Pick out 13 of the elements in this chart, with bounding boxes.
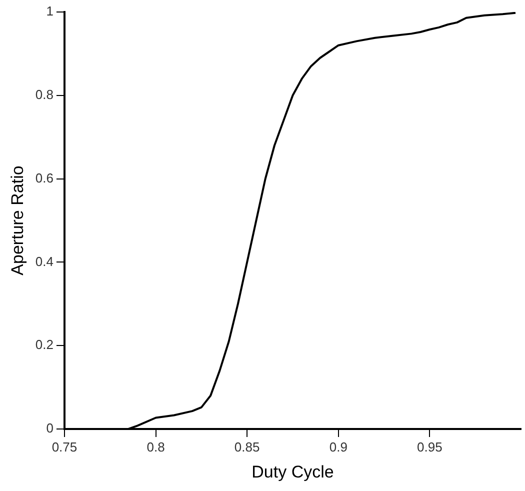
y-tick-label: 0.6 [35, 170, 54, 186]
x-axis-title: Duty Cycle [252, 462, 334, 482]
x-tick-label: 0.9 [329, 439, 348, 454]
x-tick-label: 0.85 [234, 439, 260, 454]
y-tick-label: 0 [46, 420, 54, 436]
y-tick-label: 0.4 [35, 254, 54, 269]
x-tick-label: 0.75 [52, 439, 78, 454]
y-axis-title: Aperture Ratio [8, 166, 27, 276]
x-tick-label: 0.95 [417, 439, 442, 454]
y-tick-label: 0.2 [35, 337, 54, 352]
x-tick-label: 0.8 [146, 439, 165, 454]
y-tick-label: 0.8 [35, 86, 54, 102]
y-tick-label: 1 [46, 4, 54, 19]
